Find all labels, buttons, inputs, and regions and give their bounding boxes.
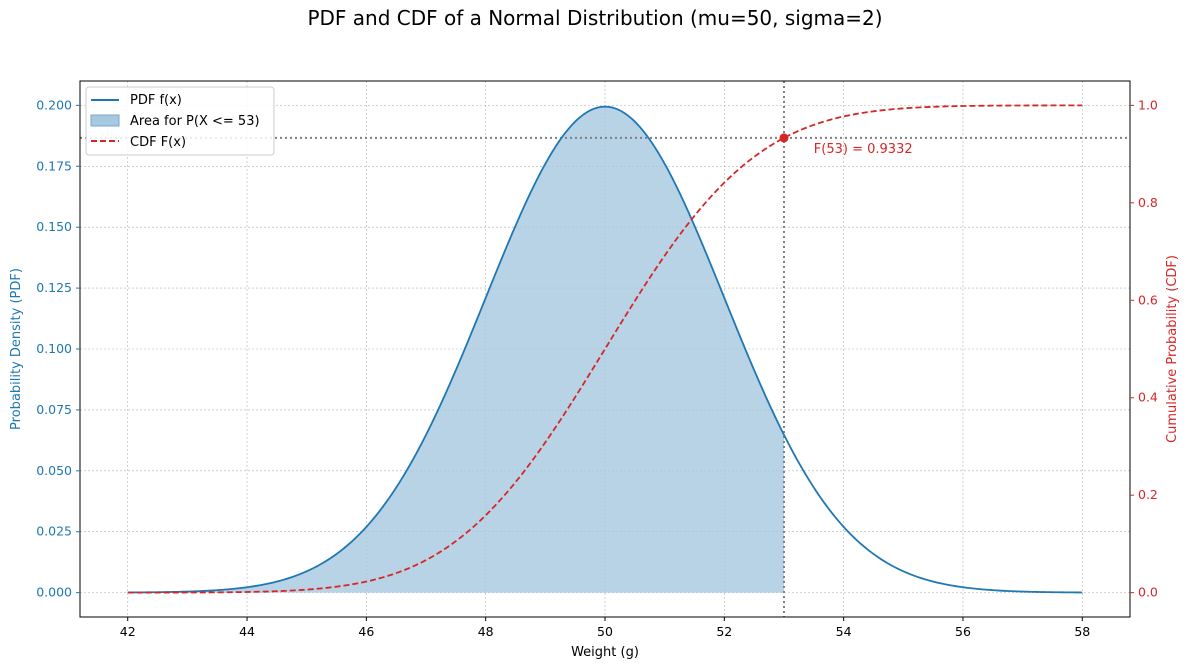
y-right-tick-label: 0.8 [1138, 195, 1158, 210]
legend-cdf-label: CDF F(x) [130, 135, 186, 150]
y-left-tick-label: 0.200 [36, 97, 72, 112]
y-right-tick-label: 0.6 [1138, 292, 1158, 307]
x-tick-label: 50 [597, 624, 613, 639]
y-left-tick-label: 0.075 [36, 402, 72, 417]
series-layer [127, 104, 1083, 594]
y-left-tick-label: 0.025 [36, 524, 72, 539]
y-left-tick-label: 0.175 [36, 158, 72, 173]
legend-area-swatch [90, 114, 120, 127]
y-axis-left-label: Probability Density (PDF) [9, 268, 24, 430]
x-tick-label: 48 [478, 624, 494, 639]
y-left-tick-label: 0.000 [36, 585, 72, 600]
cdf-annotation: F(53) = 0.9332 [814, 142, 913, 157]
y-left-tick-label: 0.100 [36, 341, 72, 356]
x-tick-label: 42 [120, 624, 136, 639]
y-right-tick-label: 0.0 [1138, 585, 1158, 600]
y-right-tick-label: 1.0 [1138, 97, 1158, 112]
legend: PDF f(x) Area for P(X <= 53) CDF F(x) [85, 86, 275, 156]
x-tick-label: 56 [955, 624, 971, 639]
legend-box [85, 86, 275, 156]
axes: 42 44 46 48 50 52 54 56 58 0.000 0.025 0.050 0.075 0.… [36, 97, 1158, 639]
cdf-marker-point [779, 133, 789, 143]
chart-title: PDF and CDF of a Normal Distribution (mu… [307, 6, 882, 30]
y-left-tick-label: 0.050 [36, 463, 72, 478]
legend-area-label: Area for P(X <= 53) [130, 114, 260, 129]
shaded-area-layer [127, 106, 784, 593]
y-axis-right-label: Cumulative Probability (CDF) [1165, 255, 1180, 443]
legend-pdf-label: PDF f(x) [130, 93, 182, 108]
shaded-area [127, 106, 784, 593]
x-tick-label: 52 [716, 624, 732, 639]
pdf-line [127, 105, 1083, 594]
x-tick-label: 44 [239, 624, 255, 639]
x-tick-label: 46 [358, 624, 374, 639]
x-tick-label: 54 [836, 624, 852, 639]
y-left-tick-label: 0.150 [36, 219, 72, 234]
x-axis-label: Weight (g) [571, 645, 639, 660]
y-right-tick-label: 0.4 [1138, 390, 1158, 405]
x-tick-label: 58 [1074, 624, 1090, 639]
y-left-tick-label: 0.125 [36, 280, 72, 295]
y-right-tick-label: 0.2 [1138, 487, 1158, 502]
